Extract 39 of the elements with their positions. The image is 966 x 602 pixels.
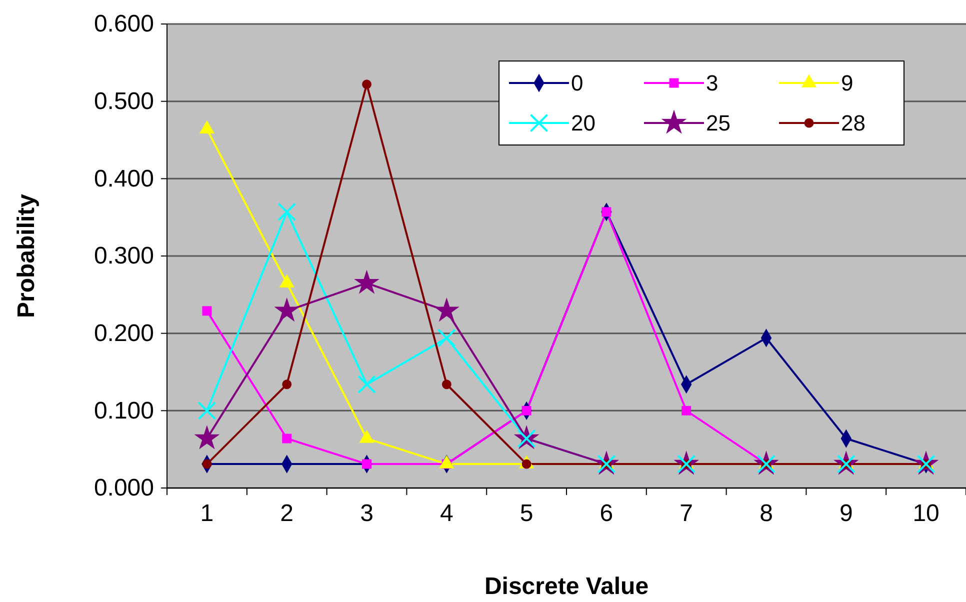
- x-axis-title: Discrete Value: [484, 573, 649, 600]
- x-tick-label: 6: [600, 500, 614, 527]
- point: [282, 380, 292, 390]
- x-tick-label: 3: [360, 500, 374, 527]
- legend-label: 9: [841, 70, 854, 96]
- point: [278, 202, 296, 222]
- x-tick-label: 7: [680, 500, 694, 527]
- x-tick-label: 5: [520, 500, 534, 527]
- x-tick-label: 10: [912, 500, 940, 527]
- point: [354, 270, 380, 294]
- y-tick-label: 0.300: [94, 242, 154, 270]
- y-tick-label: 0.600: [94, 10, 154, 38]
- y-tick-label: 0.500: [94, 88, 154, 116]
- x-tick-label: 8: [760, 500, 773, 527]
- y-tick-label: 0.400: [94, 165, 154, 192]
- legend-label: 0: [571, 70, 584, 96]
- point: [198, 401, 216, 420]
- point: [194, 425, 220, 450]
- x-tick-label: 1: [200, 500, 214, 527]
- x-tick-label: 9: [839, 500, 853, 527]
- y-tick-label: 0.100: [94, 397, 154, 424]
- point: [274, 298, 300, 322]
- point: [357, 375, 376, 394]
- y-axis-title: Probability: [13, 193, 40, 318]
- point: [682, 406, 692, 416]
- x-tick-label: 4: [440, 500, 454, 527]
- y-tick-label: 0.000: [94, 474, 154, 502]
- legend-label: 28: [841, 110, 866, 136]
- point: [442, 380, 452, 390]
- point: [362, 80, 372, 90]
- point: [437, 328, 456, 348]
- x-tick-label: 2: [280, 500, 294, 527]
- y-tick-label: 0.200: [94, 320, 154, 348]
- legend-label: 20: [571, 110, 596, 136]
- legend-label: 25: [706, 110, 730, 136]
- legend-label: 3: [706, 70, 718, 96]
- point: [434, 298, 460, 322]
- point: [282, 434, 292, 444]
- point: [202, 306, 212, 316]
